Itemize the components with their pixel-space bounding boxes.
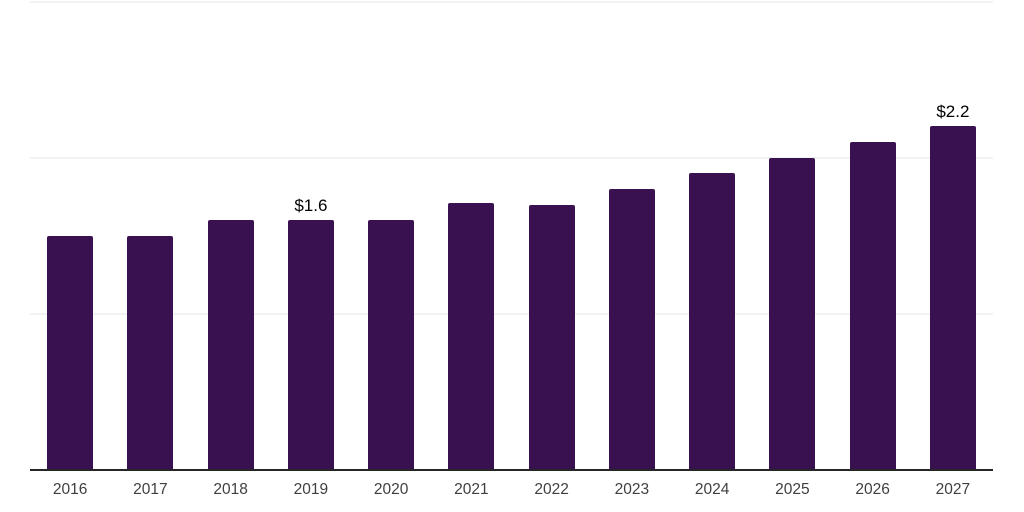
bar-column-2018 — [191, 0, 271, 470]
bar-column-2020 — [351, 0, 431, 470]
bar-column-2025 — [752, 0, 832, 470]
x-axis-label-2022: 2022 — [534, 481, 569, 498]
x-axis-label-2024: 2024 — [694, 481, 730, 498]
x-axis-label-2020: 2020 — [373, 481, 409, 498]
bar-2026 — [849, 142, 896, 470]
bar-2025 — [769, 157, 816, 470]
x-axis-label-2025: 2025 — [775, 481, 810, 498]
x-axis-label-2016: 2016 — [52, 481, 88, 498]
bar-column-2019: $1.6 — [271, 0, 351, 470]
x-axis-label-2021: 2021 — [454, 481, 489, 498]
bar-column-2017 — [110, 0, 190, 470]
x-axis-label-2018: 2018 — [213, 481, 248, 498]
x-axis-label-2023: 2023 — [614, 481, 650, 498]
bar-2018 — [207, 220, 254, 470]
bar-2017 — [127, 235, 174, 470]
x-axis-label-2026: 2026 — [855, 481, 890, 498]
x-axis-label-2017: 2017 — [133, 481, 168, 498]
bar-column-2024 — [672, 0, 752, 470]
bar-2027 — [929, 126, 976, 470]
bar-2020 — [368, 220, 415, 470]
x-axis-label-2027: 2027 — [935, 481, 971, 498]
value-label-2019: $1.6 — [294, 196, 328, 216]
gridline-3 — [30, 0, 993, 3]
bar-2022 — [528, 204, 575, 470]
bar-2023 — [608, 188, 655, 470]
x-axis-label-2019: 2019 — [293, 481, 329, 498]
gridline-1 — [30, 312, 993, 315]
bar-column-2026 — [833, 0, 913, 470]
plot-area: $1.6 $2.2 2016 2017 2018 2019 2020 2021 2022 202… — [30, 0, 993, 512]
bar-column-2023 — [592, 0, 672, 470]
bar-column-2022 — [512, 0, 592, 470]
bar-2016 — [47, 235, 94, 470]
value-label-2027: $2.2 — [936, 102, 970, 122]
x-axis-line — [30, 469, 993, 471]
bar-2019 — [287, 220, 334, 470]
bar-2024 — [689, 173, 736, 470]
x-axis-labels: 2016 2017 2018 2019 2020 2021 2022 2023 2024 2025… — [30, 482, 993, 498]
gridline-2 — [30, 156, 993, 159]
bars-layer: $1.6 $2.2 — [30, 0, 993, 470]
bar-column-2021 — [431, 0, 511, 470]
bar-2021 — [448, 202, 495, 470]
bar-column-2016 — [30, 0, 110, 470]
bar-column-2027: $2.2 — [913, 0, 993, 470]
